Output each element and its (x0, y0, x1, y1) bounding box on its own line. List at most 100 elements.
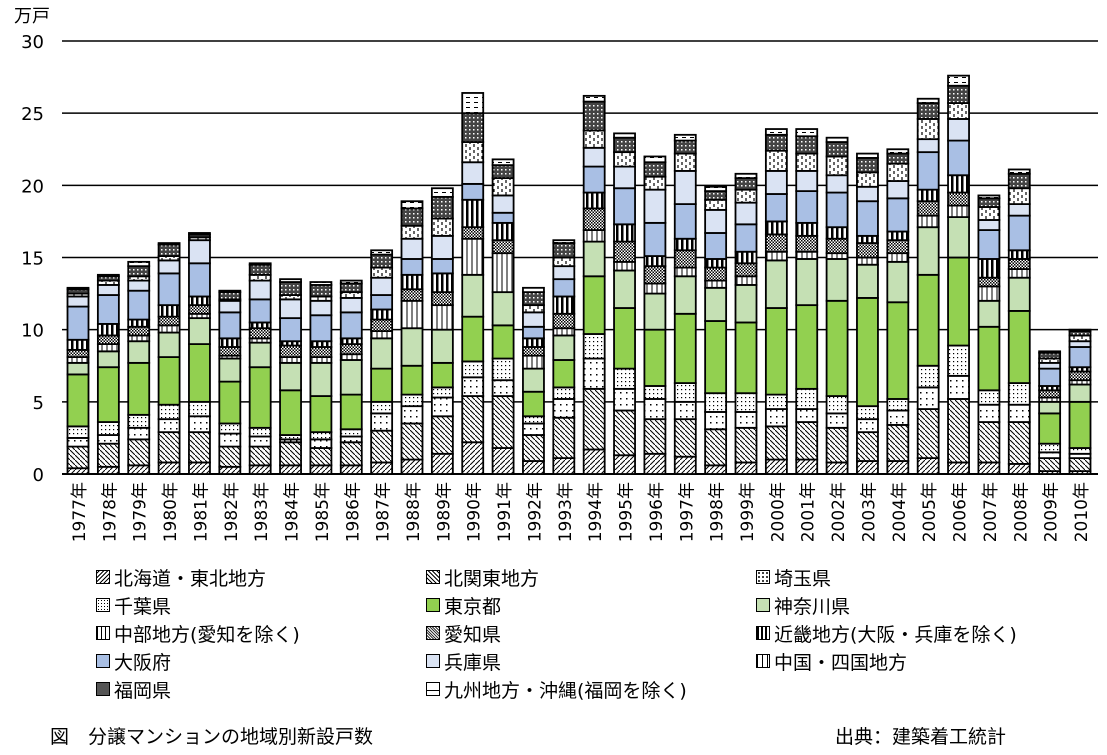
bar-segment-12 (795, 135, 819, 155)
bar-segment-4 (370, 367, 394, 403)
bar-segment-2 (1007, 403, 1031, 423)
bar-segment-4 (1068, 400, 1092, 449)
bar-segment-3 (1007, 382, 1031, 406)
bar-segment-7 (977, 276, 1001, 288)
bar-segment-13 (96, 273, 120, 278)
x-tick-label: 1992年 (525, 482, 545, 542)
bar-segment-8 (643, 255, 667, 268)
bar-segment-1 (613, 409, 636, 457)
bar-segment-7 (522, 346, 545, 357)
bar-segment-7 (188, 304, 211, 315)
bar-segment-2 (795, 408, 819, 423)
bar-segment-7 (370, 318, 394, 333)
x-tick-label: 1994年 (586, 482, 606, 542)
bar-segment-5 (947, 216, 970, 259)
bar-segment-5 (977, 299, 1001, 328)
bar-segment-13 (856, 152, 879, 159)
bar-1995年 (613, 132, 636, 475)
bar-segment-11 (977, 206, 1001, 221)
bar-segment-9 (552, 278, 576, 298)
bar-segment-11 (1007, 187, 1031, 205)
bar-segment-3 (370, 400, 394, 415)
bar-segment-13 (339, 279, 363, 285)
bar-segment-1 (673, 418, 697, 458)
bar-1981年 (188, 232, 211, 475)
bar-segment-10 (218, 299, 242, 314)
bar-segment-8 (218, 337, 242, 348)
legend-label: 福岡県 (114, 679, 172, 702)
bar-segment-9 (673, 203, 697, 240)
bar-segment-3 (673, 382, 697, 403)
legend-item: 大阪府 (96, 650, 426, 674)
bar-segment-2 (886, 409, 910, 426)
bar-segment-8 (370, 308, 394, 321)
bar-segment-2 (825, 412, 849, 429)
bar-segment-10 (339, 297, 363, 314)
bar-segment-10 (764, 169, 788, 195)
bar-segment-4 (188, 343, 211, 403)
bar-segment-8 (1007, 249, 1031, 260)
x-tick-label: 1993年 (556, 482, 576, 542)
bar-2008年 (1007, 168, 1031, 475)
bar-segment-0 (491, 447, 515, 475)
bar-segment-1 (734, 426, 758, 464)
bar-segment-2 (127, 426, 151, 441)
bar-segment-3 (188, 400, 211, 418)
bar-1985年 (309, 281, 333, 475)
bar-segment-5 (1007, 276, 1031, 312)
bar-segment-10 (916, 138, 940, 154)
bar-2006年 (947, 74, 970, 475)
legend-swatch (96, 682, 110, 696)
bar-segment-4 (795, 304, 819, 390)
bar-segment-5 (522, 367, 545, 393)
bar-segment-10 (1007, 203, 1031, 217)
bar-segment-4 (309, 395, 333, 434)
bar-segment-1 (1038, 457, 1062, 473)
bar-segment-2 (309, 438, 333, 449)
bar-segment-5 (127, 340, 151, 364)
bar-segment-7 (430, 291, 454, 307)
bar-segment-7 (704, 266, 728, 282)
bar-segment-1 (66, 445, 90, 470)
bar-segment-4 (461, 315, 485, 363)
bar-1989年 (430, 187, 454, 475)
bar-segment-7 (400, 288, 424, 302)
bar-segment-6 (522, 354, 545, 370)
bar-segment-5 (825, 258, 849, 302)
bar-segment-1 (704, 428, 728, 467)
bar-segment-5 (764, 259, 788, 309)
bar-segment-8 (704, 258, 728, 269)
legend-swatch (756, 654, 770, 668)
bar-segment-3 (96, 421, 120, 436)
legend-item: 愛知県 (426, 622, 756, 646)
bar-segment-11 (673, 152, 697, 172)
bar-segment-2 (856, 418, 879, 434)
bar-segment-8 (96, 322, 120, 337)
legend-item: 東京都 (426, 594, 756, 618)
y-tick-label: 10 (21, 321, 44, 342)
x-tick-label: 1997年 (677, 482, 697, 542)
bar-segment-12 (582, 100, 606, 132)
bar-segment-2 (916, 386, 940, 410)
bar-segment-5 (248, 341, 272, 369)
bar-segment-5 (613, 269, 636, 309)
bar-1987年 (370, 249, 394, 475)
bar-segment-7 (96, 334, 120, 346)
bar-1992年 (522, 286, 545, 475)
bar-segment-13 (613, 132, 636, 139)
bar-segment-2 (582, 357, 606, 390)
bar-segment-7 (582, 207, 606, 231)
x-tick-label: 1990年 (465, 482, 485, 542)
bar-segment-3 (430, 386, 454, 399)
legend-label: 中国・四国地方 (774, 651, 908, 674)
bar-segment-3 (704, 392, 728, 413)
bar-segment-10 (704, 208, 728, 234)
bar-segment-3 (218, 422, 242, 435)
bar-segment-4 (400, 364, 424, 396)
bar-segment-1 (248, 445, 272, 467)
bar-segment-12 (279, 281, 302, 296)
x-tick-label: 2006年 (951, 482, 971, 542)
source-note: 出典：建築着工統計 (835, 726, 1007, 748)
bar-segment-9 (795, 190, 819, 224)
bar-segment-13 (734, 172, 758, 180)
